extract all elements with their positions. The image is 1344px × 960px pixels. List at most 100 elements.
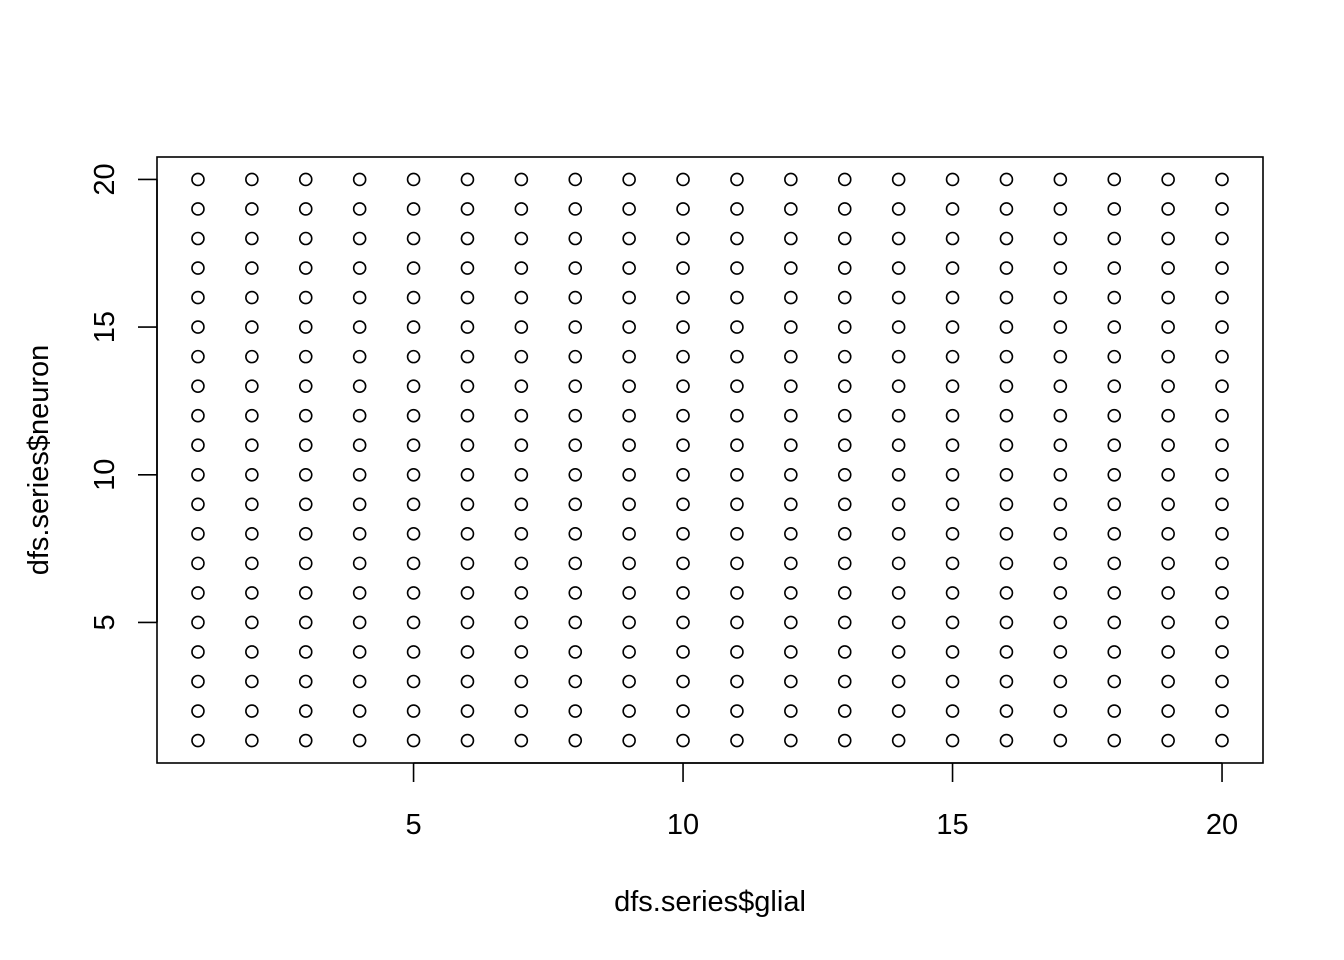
data-point (298, 586, 313, 600)
data-point (622, 586, 636, 600)
data-point (352, 320, 367, 334)
data-point (514, 231, 529, 246)
data-point (945, 497, 960, 512)
data-point (891, 497, 906, 512)
data-point (622, 231, 636, 246)
data-point (1215, 497, 1229, 512)
data-point (999, 438, 1014, 453)
data-point (352, 497, 367, 512)
data-point (568, 349, 583, 364)
data-point (191, 172, 205, 187)
data-point (676, 408, 690, 423)
data-point (999, 349, 1014, 364)
data-point (514, 586, 529, 600)
data-point (406, 527, 421, 541)
data-point (352, 438, 367, 453)
data-point (837, 615, 852, 630)
data-point (730, 379, 744, 393)
data-point (837, 645, 852, 659)
data-point (406, 290, 421, 305)
data-point (891, 645, 906, 659)
data-point (352, 556, 367, 571)
data-point (460, 261, 475, 275)
data-point (568, 733, 583, 748)
data-point (298, 527, 313, 541)
data-point (999, 527, 1014, 541)
data-point (191, 497, 205, 512)
data-point (406, 586, 421, 600)
data-point (837, 320, 852, 334)
data-point (1053, 172, 1068, 187)
data-point (191, 290, 205, 305)
data-point (945, 467, 960, 482)
data-point (460, 645, 475, 659)
data-point (891, 202, 906, 216)
data-point (999, 615, 1014, 630)
data-point (730, 290, 744, 305)
data-point (945, 172, 960, 187)
data-point (945, 556, 960, 571)
data-point (245, 320, 259, 334)
data-point (514, 320, 529, 334)
data-point (1215, 202, 1229, 216)
data-point (1053, 674, 1068, 689)
data-point (837, 290, 852, 305)
data-point (676, 261, 690, 275)
data-point (837, 172, 852, 187)
data-point (784, 438, 798, 453)
data-point (514, 261, 529, 275)
data-point (1215, 527, 1229, 541)
data-point (999, 172, 1014, 187)
data-point (676, 349, 690, 364)
data-point (891, 674, 906, 689)
data-point (352, 704, 367, 718)
data-point (1215, 290, 1229, 305)
data-point (676, 586, 690, 600)
data-point (460, 408, 475, 423)
data-point (784, 202, 798, 216)
data-point (891, 231, 906, 246)
data-point (514, 172, 529, 187)
data-point (1107, 645, 1122, 659)
data-point (1161, 290, 1175, 305)
data-point (837, 733, 852, 748)
data-point (514, 349, 529, 364)
data-point (1107, 733, 1122, 748)
x-axis-title: dfs.series$glial (614, 886, 806, 918)
data-point (1161, 467, 1175, 482)
data-point (999, 733, 1014, 748)
y-tick-label: 15 (89, 311, 121, 343)
data-point (945, 733, 960, 748)
data-point (568, 645, 583, 659)
data-point (622, 467, 636, 482)
data-point (1161, 586, 1175, 600)
data-point (622, 674, 636, 689)
data-point (999, 408, 1014, 423)
data-point (1215, 586, 1229, 600)
data-point (568, 527, 583, 541)
data-point (1053, 231, 1068, 246)
data-point (891, 261, 906, 275)
data-point (191, 320, 205, 334)
data-point (514, 467, 529, 482)
data-point (891, 527, 906, 541)
data-point (352, 379, 367, 393)
data-point (191, 615, 205, 630)
data-point (784, 497, 798, 512)
data-point (1107, 586, 1122, 600)
data-point (676, 733, 690, 748)
data-point (730, 467, 744, 482)
data-point (1107, 202, 1122, 216)
data-point (1161, 733, 1175, 748)
data-point (406, 556, 421, 571)
data-point (514, 556, 529, 571)
data-point (460, 349, 475, 364)
data-point (784, 379, 798, 393)
data-point (676, 704, 690, 718)
data-point (352, 645, 367, 659)
data-point (1107, 261, 1122, 275)
data-point (1107, 556, 1122, 571)
data-point (891, 408, 906, 423)
data-point (837, 349, 852, 364)
data-point (837, 556, 852, 571)
